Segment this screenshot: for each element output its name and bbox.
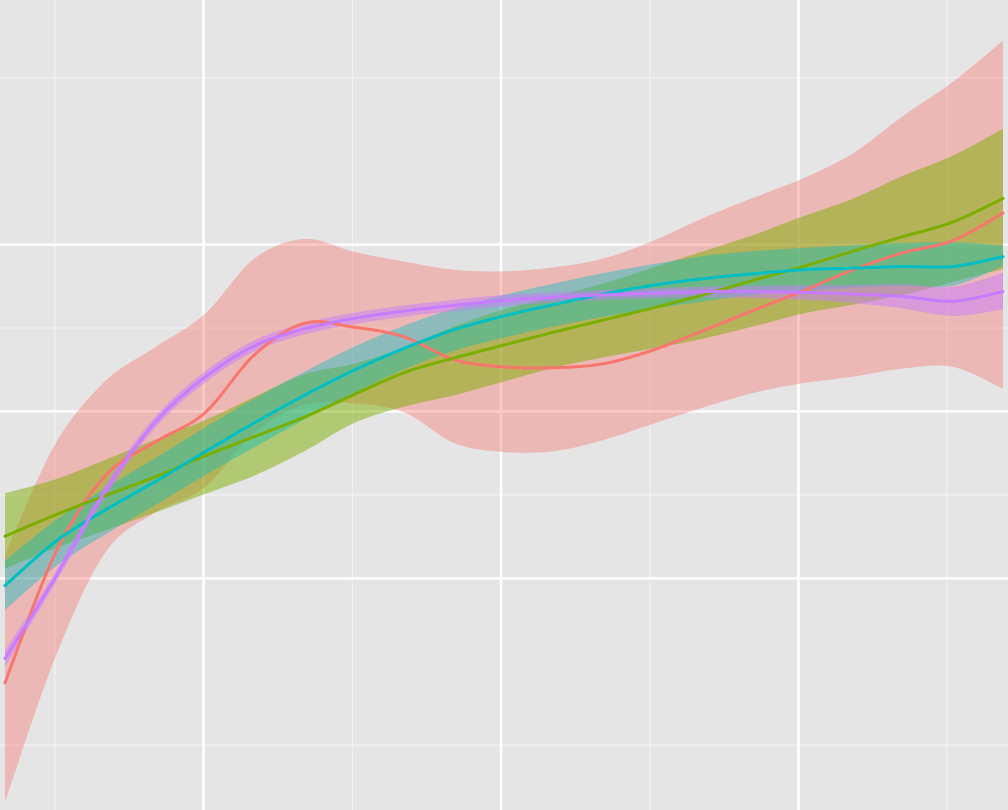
- series-lines: [3, 196, 1005, 685]
- series-0-line: [3, 211, 1005, 685]
- series-1-line: [3, 196, 1005, 538]
- series-3-line: [3, 289, 1005, 661]
- series-0-band: [5, 40, 1003, 802]
- series-2-line: [3, 255, 1005, 588]
- series-1-band: [5, 128, 1003, 569]
